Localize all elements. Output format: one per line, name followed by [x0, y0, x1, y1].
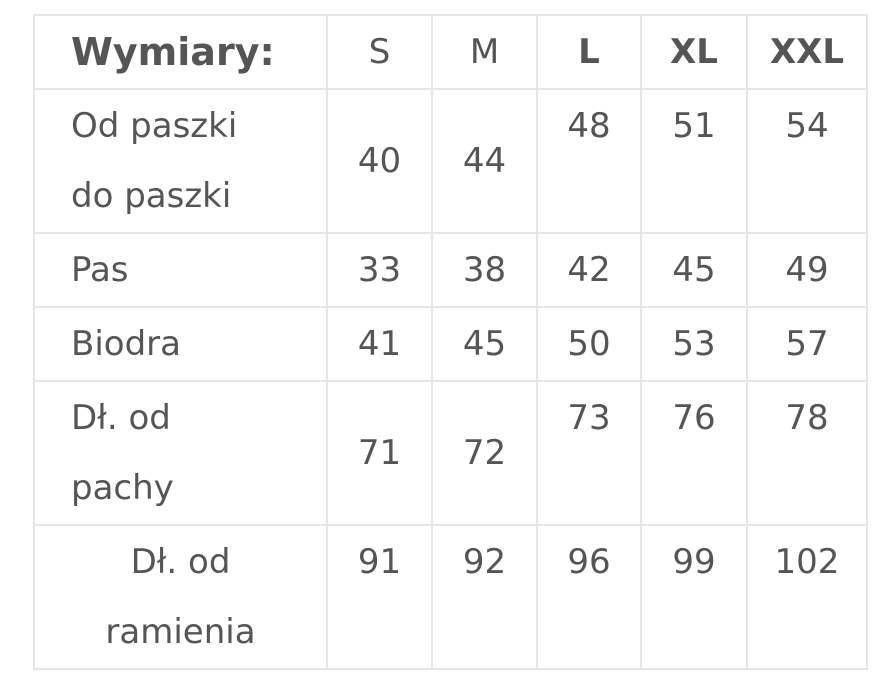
table-row: Pas 33 38 42 45 49 — [33, 232, 868, 308]
cell: 92 — [431, 524, 538, 670]
cell: 48 — [536, 88, 642, 234]
cell: 51 — [640, 88, 748, 234]
row-label: Od paszki do paszki — [33, 88, 328, 234]
row-label: Dł. od ramienia — [33, 524, 328, 670]
size-table: Wymiary: S M L XL XXL Od paszki do paszk… — [33, 14, 868, 670]
cell: 44 — [431, 88, 538, 234]
cell: 49 — [746, 232, 868, 308]
cell: 73 — [536, 380, 642, 526]
cell: 57 — [746, 306, 868, 382]
size-header: XXL — [746, 14, 868, 90]
cell: 91 — [326, 524, 433, 670]
table-row: Dł. od ramienia 91 92 96 99 102 — [33, 524, 868, 670]
size-header: S — [326, 14, 433, 90]
cell: 54 — [746, 88, 868, 234]
cell: 102 — [746, 524, 868, 670]
header-row: Wymiary: S M L XL XXL — [33, 14, 868, 90]
cell: 41 — [326, 306, 433, 382]
cell: 53 — [640, 306, 748, 382]
cell: 45 — [431, 306, 538, 382]
table-title: Wymiary: — [33, 14, 328, 90]
size-header: XL — [640, 14, 748, 90]
table-row: Dł. od pachy 71 72 73 76 78 — [33, 380, 868, 526]
cell: 76 — [640, 380, 748, 526]
cell: 72 — [431, 380, 538, 526]
table-row: Biodra 41 45 50 53 57 — [33, 306, 868, 382]
cell: 45 — [640, 232, 748, 308]
cell: 78 — [746, 380, 868, 526]
cell: 33 — [326, 232, 433, 308]
row-label: Pas — [33, 232, 328, 308]
table-row: Od paszki do paszki 40 44 48 51 54 — [33, 88, 868, 234]
cell: 99 — [640, 524, 748, 670]
cell: 96 — [536, 524, 642, 670]
row-label: Biodra — [33, 306, 328, 382]
cell: 50 — [536, 306, 642, 382]
cell: 40 — [326, 88, 433, 234]
row-label: Dł. od pachy — [33, 380, 328, 526]
cell: 71 — [326, 380, 433, 526]
size-header: M — [431, 14, 538, 90]
size-header: L — [536, 14, 642, 90]
cell: 38 — [431, 232, 538, 308]
cell: 42 — [536, 232, 642, 308]
